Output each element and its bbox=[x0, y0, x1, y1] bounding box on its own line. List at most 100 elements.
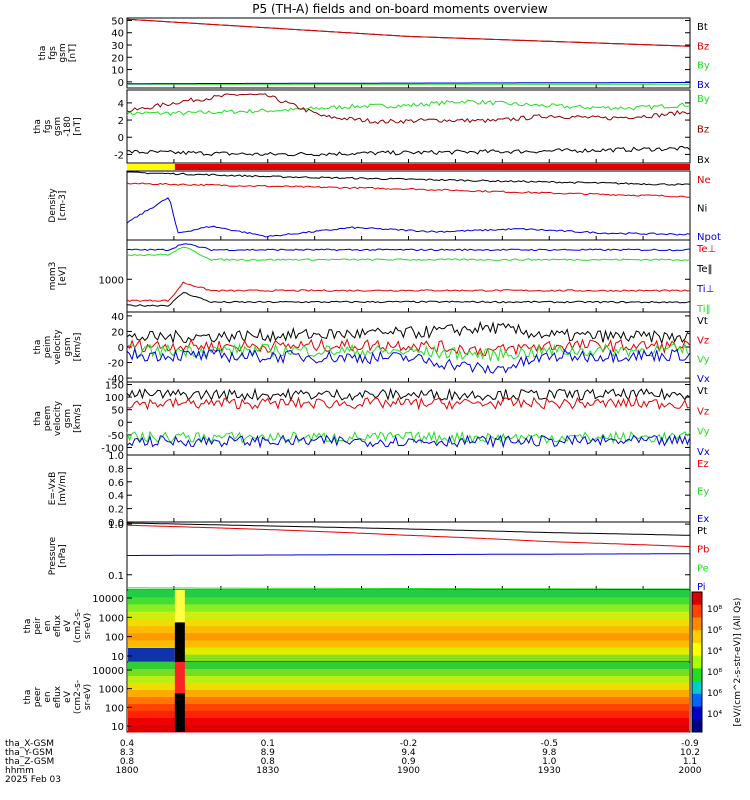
y-axis-label: en bbox=[43, 620, 53, 631]
y-tick-label: 10000 bbox=[92, 666, 124, 677]
y-tick-label: 20 bbox=[111, 53, 124, 64]
legend-Pe: Pe bbox=[697, 563, 709, 574]
series-line-Ne bbox=[126, 182, 690, 198]
legend-Bx: Bx bbox=[697, 155, 710, 166]
legend-Bx: Bx bbox=[697, 80, 710, 91]
spectrogram-band bbox=[128, 618, 689, 627]
colorbar-segment bbox=[692, 668, 702, 682]
y-axis-label: gsm bbox=[58, 43, 68, 62]
y-tick-label: 50 bbox=[111, 16, 124, 27]
series-line-Pe bbox=[127, 587, 690, 590]
y-tick-label: 100 bbox=[105, 703, 124, 714]
y-tick-label: -100 bbox=[101, 443, 124, 454]
x-row-value: 1.0 bbox=[542, 757, 557, 767]
y-axis-label: -180 bbox=[63, 116, 73, 137]
series-line-Pi bbox=[127, 553, 690, 556]
colorbar-segment bbox=[692, 693, 702, 708]
y-tick-label: 2 bbox=[118, 116, 124, 127]
x-row-label: tha_Y-GSM bbox=[5, 748, 53, 758]
panel-peir_spectrogram: tha peir en eflux eV (cm2-s-sr-eV) 10000 1000 10… bbox=[23, 589, 691, 663]
y-axis-label: Density bbox=[48, 188, 58, 223]
x-row-value: 1.1 bbox=[683, 757, 697, 767]
y-tick-label: 50 bbox=[111, 406, 124, 417]
series-line-Te‖ bbox=[126, 292, 691, 307]
legend-Vz: Vz bbox=[697, 335, 709, 346]
y-axis-label: [km/s] bbox=[73, 333, 83, 362]
colorbar-tick: 10⁴ bbox=[707, 710, 722, 720]
x-row-value: 9.4 bbox=[401, 748, 416, 758]
x-row-value: -0.9 bbox=[681, 739, 699, 749]
series-line-Te⊥ bbox=[126, 281, 691, 302]
x-row-value: 10.2 bbox=[680, 748, 700, 758]
y-tick-label: 0 bbox=[118, 133, 124, 144]
date-label: 2025 Feb 03 bbox=[5, 775, 61, 785]
y-tick-label: 20 bbox=[111, 327, 124, 338]
series-line-Vx bbox=[126, 434, 691, 449]
colorbar-segment bbox=[692, 604, 702, 618]
series-line-Npot bbox=[126, 197, 691, 238]
y-axis-label: [nT] bbox=[73, 117, 83, 135]
series-line-Vz bbox=[126, 396, 691, 411]
mode-bar-slow bbox=[127, 164, 175, 170]
y-tick-label: 1.0 bbox=[108, 451, 124, 462]
legend-Vx: Vx bbox=[697, 447, 710, 458]
colorbar-segment bbox=[692, 681, 702, 695]
panel-peer_spectrogram: tha peer en eflux eV (cm2-s-sr-eV) 10000 1000 10… bbox=[23, 661, 691, 733]
spectrogram-band bbox=[128, 590, 689, 598]
x-row-value: 1800 bbox=[116, 766, 139, 776]
y-tick-label: 0 bbox=[118, 78, 124, 89]
legend-Pb: Pb bbox=[697, 545, 709, 556]
y-axis-label: [cm-3] bbox=[58, 191, 68, 221]
y-axis-label: peir bbox=[33, 617, 43, 635]
series-line-Vy bbox=[126, 342, 691, 363]
series-line-Bx bbox=[127, 82, 690, 85]
y-tick-label: 0.6 bbox=[108, 478, 124, 489]
legend-Vy: Vy bbox=[697, 427, 710, 438]
y-tick-label: 0.0 bbox=[108, 518, 124, 529]
legend-Bt: Bt bbox=[697, 22, 708, 33]
y-tick-label: 30 bbox=[111, 41, 124, 52]
legend-Vx: Vx bbox=[697, 374, 710, 385]
spectrogram-band bbox=[128, 697, 689, 705]
panel-frame bbox=[126, 521, 691, 591]
spectrogram-band bbox=[128, 604, 689, 613]
y-tick-label: 0 bbox=[118, 343, 124, 354]
y-axis-label: (cm2-s- bbox=[73, 680, 83, 714]
y-axis-label: tha bbox=[33, 340, 43, 355]
colorbar-label: [eV/(cm^2-s-str-eV)] (All Qs) bbox=[733, 598, 743, 727]
y-tick-label: 0.4 bbox=[108, 491, 124, 502]
y-tick-label: 0.8 bbox=[108, 464, 124, 475]
y-tick-label: 1000 bbox=[99, 275, 124, 286]
spectrogram-band bbox=[128, 640, 689, 649]
x-row-label: tha_X-GSM bbox=[5, 739, 54, 749]
legend-Vt: Vt bbox=[697, 386, 708, 397]
spectrogram-nodata bbox=[174, 693, 185, 732]
series-line-Vy bbox=[126, 430, 691, 445]
y-axis-label: sr-eV) bbox=[83, 613, 93, 639]
y-axis-label: [mV/m] bbox=[58, 472, 68, 506]
legend-Bz: Bz bbox=[697, 41, 709, 52]
y-tick-label: 1.0 bbox=[108, 520, 124, 531]
y-tick-label: 40 bbox=[111, 29, 124, 40]
y-axis-label: (cm2-s- bbox=[73, 609, 83, 643]
y-tick-label: -2 bbox=[114, 150, 124, 161]
x-axis: tha_X-GSM 0.4 0.1 -0.2 -0.5 -0.9 tha_Y-GSM 8.3 8… bbox=[5, 739, 702, 785]
spectrogram-band bbox=[128, 690, 689, 698]
spectrogram-band bbox=[128, 611, 689, 620]
y-axis-label: gsm bbox=[53, 117, 63, 136]
panel-frame bbox=[126, 454, 691, 523]
series-line-Bx bbox=[126, 145, 691, 157]
spectrogram-band bbox=[128, 704, 689, 712]
x-row-value: 8.9 bbox=[261, 748, 276, 758]
legend-Vz: Vz bbox=[697, 406, 709, 417]
y-tick-label: 0 bbox=[118, 418, 124, 429]
series-line-Pb bbox=[126, 524, 691, 548]
panel-efield: E=-VxB [mV/m] 1.0 0.8 0.6 0.4 0.2 0.0 Ez Ey Ex bbox=[48, 451, 709, 529]
y-tick-label: 1000 bbox=[99, 685, 124, 696]
spectrogram-band bbox=[128, 597, 689, 605]
plot-title: P5 (TH-A) fields and on-board moments ov… bbox=[252, 2, 548, 16]
colorbar-segment bbox=[692, 617, 702, 631]
legend-By: By bbox=[697, 94, 710, 105]
